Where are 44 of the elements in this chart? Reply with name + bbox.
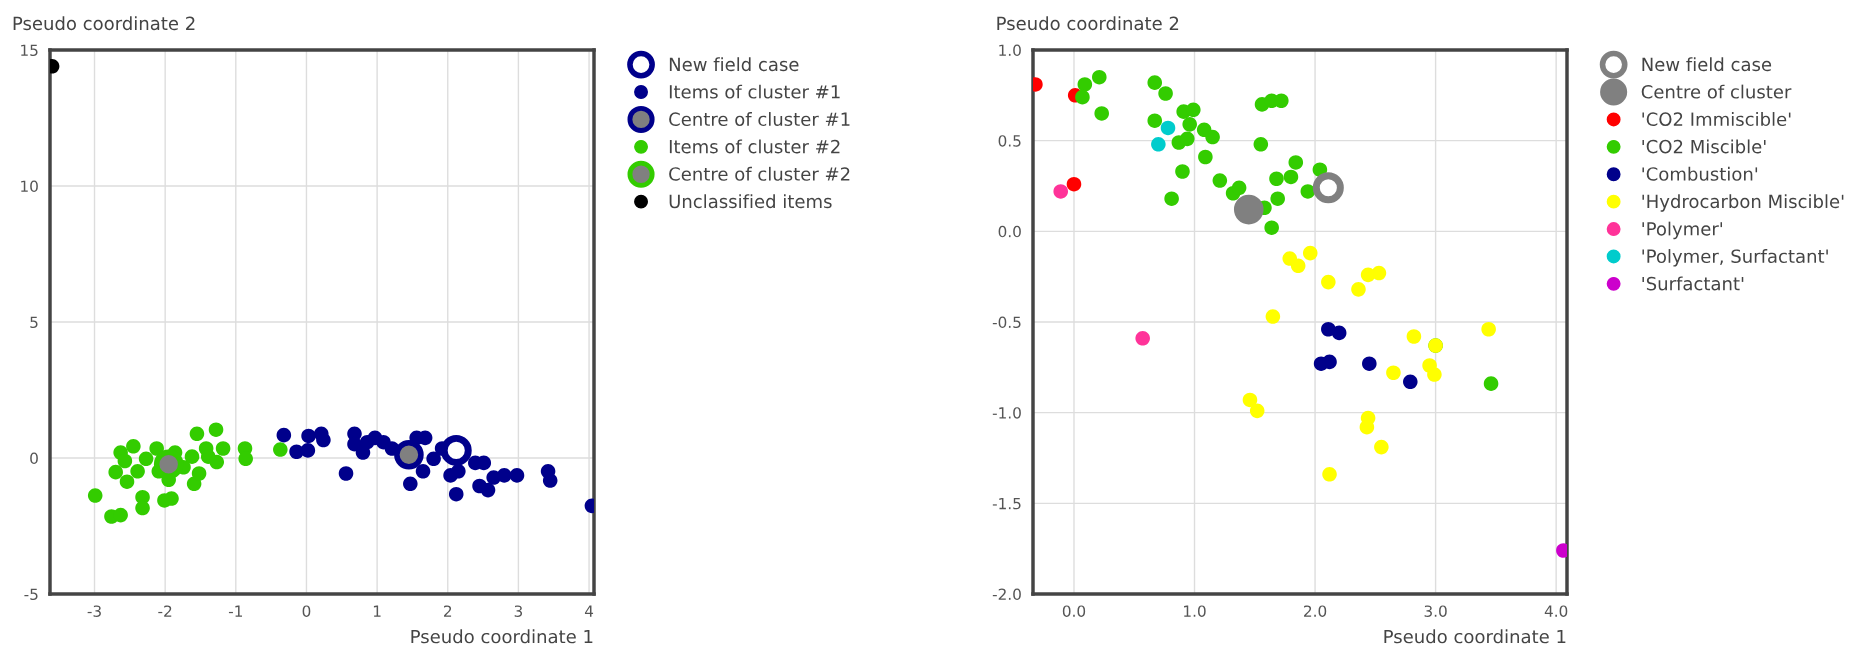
x-tick-label: 2 xyxy=(444,605,452,617)
x-tick-label: -3 xyxy=(87,605,101,617)
legend-label: 'Combustion' xyxy=(1642,166,1758,181)
x-axis-title: Pseudo coordinate 1 xyxy=(1384,629,1566,644)
x-tick-label: 1.0 xyxy=(1184,605,1206,617)
legend-label: Items of cluster #2 xyxy=(669,139,840,154)
x-tick-label: 0.0 xyxy=(1062,605,1086,617)
y-tick-label: 10 xyxy=(21,180,38,193)
y-tick-label: -1.0 xyxy=(992,407,1021,419)
legend-label: 'Hydrocarbon Miscible' xyxy=(1642,194,1844,212)
legend-label: 'Polymer, Surfactant' xyxy=(1642,249,1828,267)
x-tick-label: 1 xyxy=(373,605,381,617)
legend-label: Centre of cluster #2 xyxy=(669,166,850,181)
legend-label: Centre of cluster xyxy=(1641,84,1792,99)
legend-label: Centre of cluster #1 xyxy=(669,112,850,127)
y-tick-label: 15 xyxy=(21,44,38,57)
x-tick-label: 4.0 xyxy=(1544,605,1568,617)
x-tick-label: -1 xyxy=(228,605,243,617)
x-tick-label: -2 xyxy=(158,605,172,617)
x-tick-label: 0 xyxy=(302,605,311,617)
y-tick-label: 0 xyxy=(30,452,38,465)
x-axis-title: Pseudo coordinate 1 xyxy=(411,629,593,644)
x-tick-label: 3 xyxy=(514,605,523,617)
legend-label: 'Polymer' xyxy=(1642,221,1723,240)
legend-label: 'Surfactant' xyxy=(1642,276,1744,291)
legend-label: Items of cluster #1 xyxy=(669,84,840,99)
y-tick-label: -2.0 xyxy=(992,588,1021,601)
y-axis-title: Pseudo coordinate 2 xyxy=(13,16,195,31)
x-tick-label: 4 xyxy=(584,605,594,617)
legend-label: 'CO2 Immiscible' xyxy=(1642,112,1791,127)
y-tick-label: -5 xyxy=(24,588,38,601)
y-tick-label: 0.5 xyxy=(998,135,1021,147)
y-tick-label: 1.0 xyxy=(999,44,1021,57)
y-tick-label: 5 xyxy=(30,316,38,329)
y-axis-title: Pseudo coordinate 2 xyxy=(997,16,1179,31)
x-tick-label: 2.0 xyxy=(1304,605,1327,617)
legend-label: New field case xyxy=(669,57,799,72)
legend-label: 'CO2 Miscible' xyxy=(1642,139,1766,154)
legend-label: New field case xyxy=(1642,57,1772,72)
x-tick-label: 3.0 xyxy=(1424,605,1447,617)
y-tick-label: 0.0 xyxy=(998,225,1021,238)
y-tick-label: -1.5 xyxy=(992,498,1021,510)
y-tick-label: -0.5 xyxy=(992,316,1021,329)
legend-label: Unclassified items xyxy=(669,194,832,209)
